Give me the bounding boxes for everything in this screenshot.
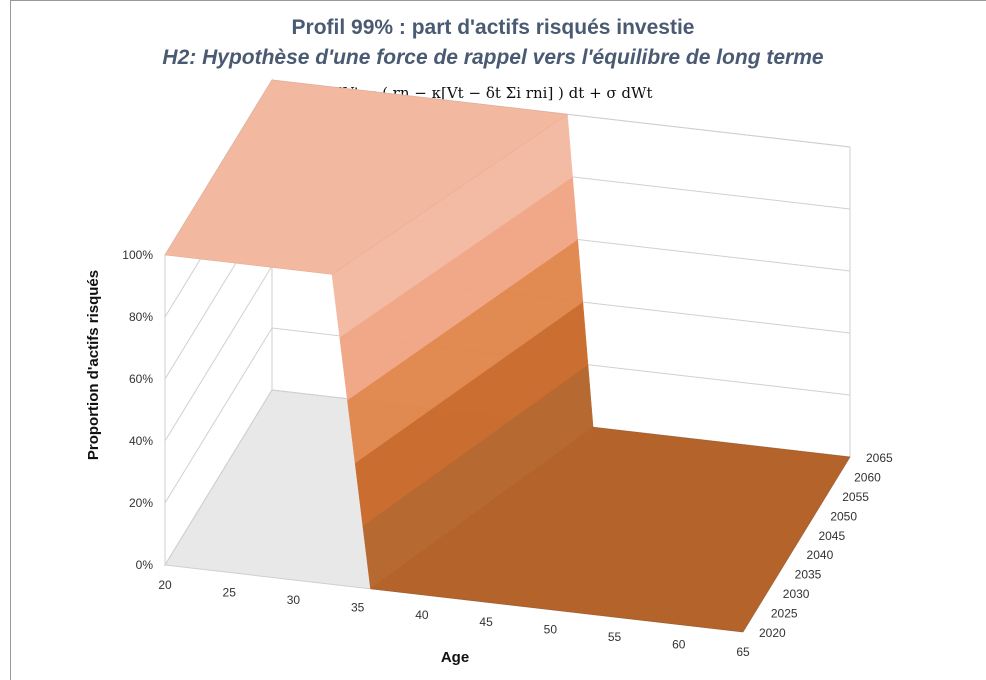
- y-axis-label: Proportion d'actifs risqués: [85, 270, 102, 460]
- tick-label-depth: 2055: [842, 490, 869, 504]
- tick-label-x: 20: [158, 578, 172, 592]
- tick-label-depth: 2065: [866, 451, 893, 465]
- tick-label-x: 50: [544, 623, 558, 637]
- tick-label-z: 20%: [129, 496, 153, 510]
- tick-label-x: 25: [223, 585, 237, 599]
- tick-label-depth: 2040: [807, 548, 834, 562]
- tick-label-x: 55: [608, 630, 622, 644]
- tick-label-depth: 2060: [854, 470, 881, 484]
- tick-label-z: 80%: [129, 310, 153, 324]
- tick-label-x: 40: [415, 608, 429, 622]
- tick-label-x: 35: [351, 600, 365, 614]
- tick-label-z: 40%: [129, 434, 153, 448]
- tick-label-z: 60%: [129, 372, 153, 386]
- chart-title: Profil 99% : part d'actifs risqués inves…: [291, 16, 695, 39]
- tick-label-depth: 2050: [830, 509, 857, 523]
- tick-label-z: 100%: [122, 248, 153, 262]
- surface-plateau: [164, 79, 569, 275]
- gridline-z: [164, 327, 851, 504]
- tick-label-depth: 2020: [759, 626, 786, 640]
- tick-label-depth: 2030: [783, 587, 810, 601]
- tick-label-depth: 2025: [771, 607, 798, 621]
- tick-label-z: 0%: [136, 558, 154, 572]
- tick-label-x: 30: [287, 593, 301, 607]
- chart-subtitle: H2: Hypothèse d'une force de rappel vers…: [162, 46, 824, 69]
- tick-label-x: 45: [479, 615, 493, 629]
- tick-label-x: 60: [672, 638, 686, 652]
- tick-label-depth: 2045: [818, 529, 845, 543]
- tick-label-x: 65: [736, 645, 750, 659]
- tick-label-depth: 2035: [795, 568, 822, 582]
- x-axis-label: Age: [441, 649, 469, 666]
